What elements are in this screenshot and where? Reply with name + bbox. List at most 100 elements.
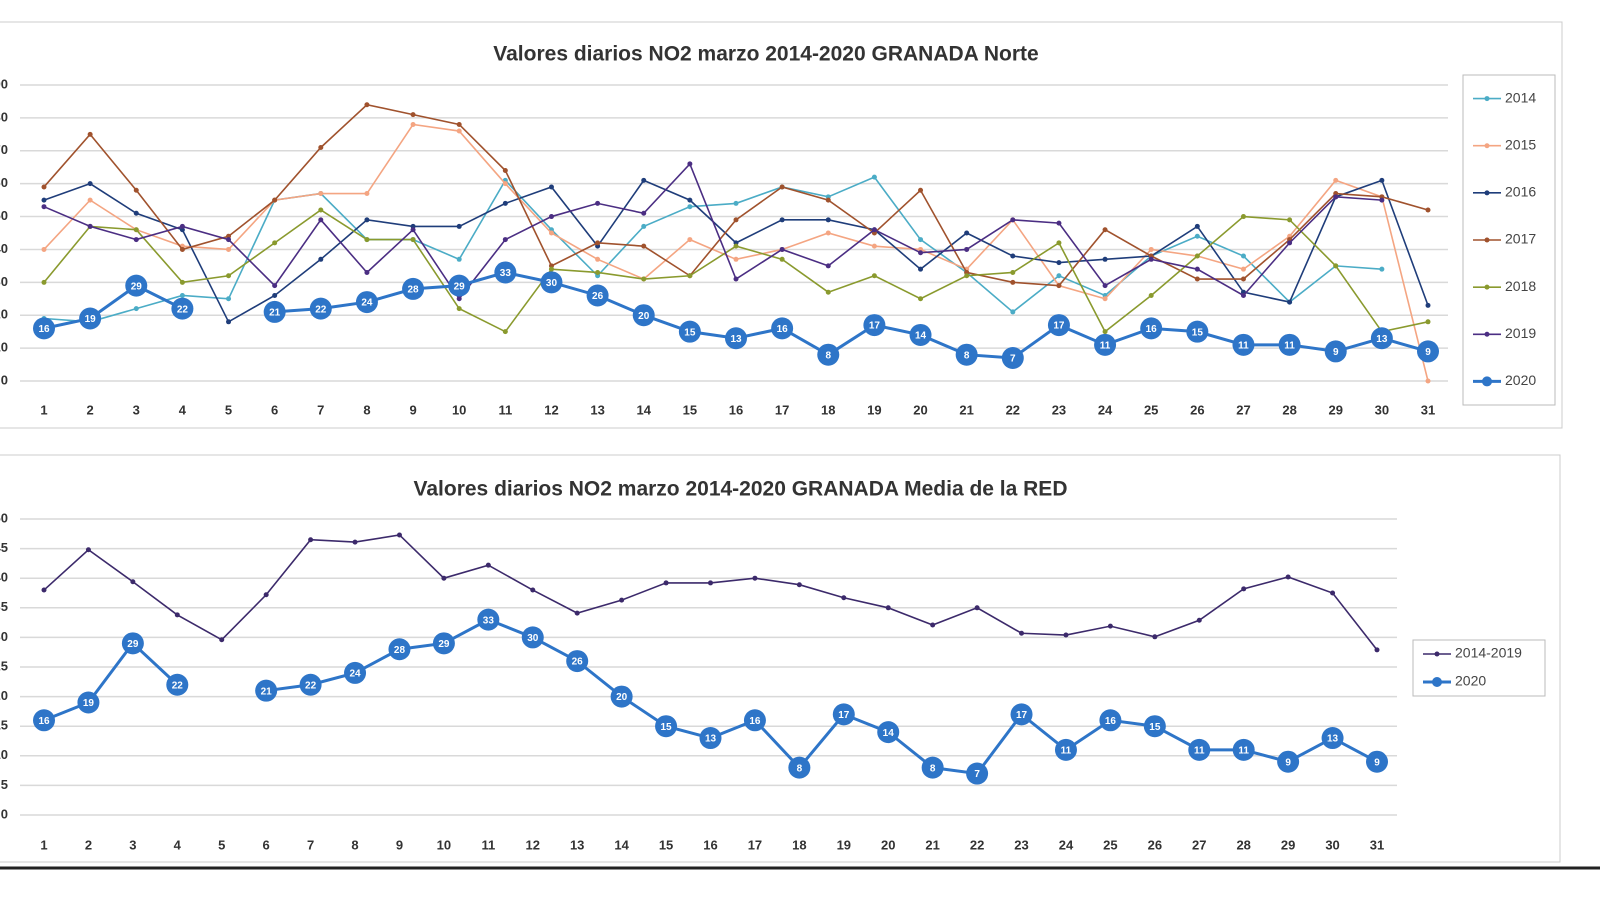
data-label: 8	[825, 350, 831, 361]
data-point	[687, 237, 693, 243]
x-tick-label: 5	[225, 402, 232, 417]
data-point	[87, 181, 93, 187]
data-point	[1188, 738, 1211, 761]
y-tick-label: 50	[0, 208, 8, 223]
data-point	[41, 197, 47, 203]
data-point	[641, 210, 647, 216]
data-point	[1010, 269, 1016, 275]
data-label: 9	[1374, 757, 1380, 768]
data-point	[771, 317, 794, 340]
x-tick-label: 26	[1148, 837, 1162, 852]
data-point	[1240, 253, 1246, 259]
data-label: 22	[315, 304, 327, 315]
x-tick-label: 12	[526, 837, 540, 852]
x-tick-label: 18	[792, 837, 806, 852]
data-point	[41, 279, 47, 285]
data-point	[1056, 283, 1062, 289]
y-tick-label: 80	[0, 109, 8, 124]
x-tick-label: 18	[821, 402, 835, 417]
x-tick-label: 9	[409, 402, 416, 417]
data-point	[1425, 207, 1431, 213]
data-point	[918, 296, 924, 302]
x-tick-label: 16	[729, 402, 743, 417]
x-tick-label: 10	[452, 402, 466, 417]
x-tick-label: 29	[1328, 402, 1342, 417]
data-point	[1241, 586, 1247, 592]
data-label: 9	[1425, 347, 1431, 358]
x-tick-label: 21	[959, 402, 973, 417]
data-point	[456, 306, 462, 312]
data-label: 16	[38, 324, 50, 335]
data-point	[502, 237, 508, 243]
data-point	[663, 580, 669, 586]
data-point	[1102, 256, 1108, 262]
data-label: 9	[1333, 347, 1339, 358]
data-point	[1010, 279, 1016, 285]
data-point	[1019, 630, 1025, 636]
series-line	[43, 162, 1382, 301]
data-point	[1056, 260, 1062, 266]
data-point	[79, 307, 102, 330]
x-tick-label: 31	[1370, 837, 1384, 852]
data-point	[1001, 346, 1024, 369]
data-point	[1194, 223, 1200, 229]
data-point	[619, 597, 625, 603]
legend-label: 2014	[1505, 89, 1536, 105]
legend-label: 2019	[1505, 325, 1536, 341]
data-point	[166, 673, 189, 696]
y-tick-label: 10	[0, 747, 8, 762]
x-tick-label: 23	[1014, 837, 1028, 852]
x-tick-label: 27	[1192, 837, 1206, 852]
data-point	[1240, 292, 1246, 298]
x-tick-label: 3	[133, 402, 140, 417]
data-point	[1194, 253, 1200, 259]
x-tick-label: 25	[1144, 402, 1158, 417]
legend-marker	[1484, 190, 1490, 196]
data-point	[352, 539, 358, 545]
data-point	[410, 112, 416, 118]
x-tick-label: 24	[1098, 402, 1113, 417]
data-point	[595, 256, 601, 262]
data-label: 26	[592, 291, 604, 302]
data-point	[1102, 283, 1108, 289]
x-tick-label: 4	[174, 837, 182, 852]
x-tick-label: 30	[1375, 402, 1389, 417]
data-point	[299, 673, 322, 696]
x-tick-label: 3	[129, 837, 136, 852]
x-tick-label: 14	[636, 402, 651, 417]
x-tick-label: 17	[748, 837, 762, 852]
data-point	[1285, 574, 1291, 580]
data-label: 15	[1192, 327, 1204, 338]
x-tick-label: 29	[1281, 837, 1295, 852]
x-tick-label: 13	[570, 837, 584, 852]
data-point	[1379, 197, 1385, 203]
data-point	[817, 343, 840, 366]
data-label: 24	[349, 669, 361, 680]
y-tick-label: 45	[0, 540, 8, 555]
data-point	[1194, 266, 1200, 272]
y-tick-label: 20	[0, 688, 8, 703]
data-label: 20	[616, 692, 628, 703]
x-tick-label: 30	[1325, 837, 1339, 852]
data-label: 22	[172, 680, 184, 691]
legend-label: 2014-2019	[1455, 645, 1522, 661]
data-point	[841, 595, 847, 601]
x-tick-label: 20	[881, 837, 895, 852]
data-label: 11	[1238, 746, 1249, 757]
x-tick-label: 19	[867, 402, 881, 417]
data-point	[779, 184, 785, 190]
legend-marker	[1434, 651, 1440, 657]
data-point	[655, 715, 678, 738]
data-point	[33, 317, 55, 340]
data-label: 15	[661, 722, 673, 733]
data-point	[219, 637, 225, 643]
legend-marker	[1482, 376, 1492, 387]
data-point	[121, 632, 144, 655]
data-point	[410, 237, 416, 243]
data-point	[226, 273, 232, 279]
data-label: 20	[638, 311, 650, 322]
data-label: 11	[1284, 340, 1295, 351]
data-point	[33, 709, 55, 732]
data-point	[1379, 266, 1385, 272]
